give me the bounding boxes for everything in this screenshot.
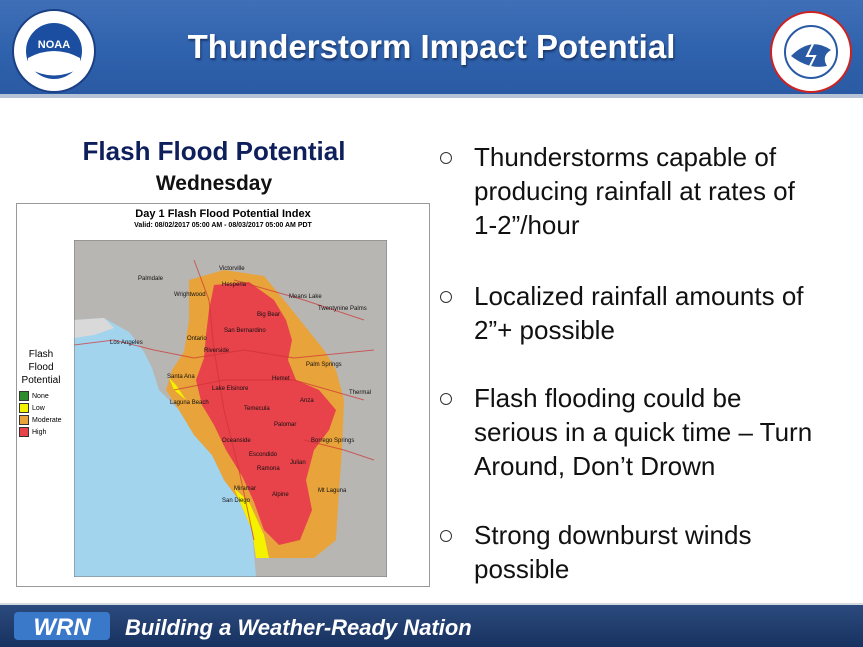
city-label: Hesperia	[222, 282, 247, 288]
legend-swatch	[19, 391, 29, 401]
legend-label: Moderate	[32, 416, 62, 424]
city-label: San Bernardino	[224, 328, 266, 334]
city-label: Palmdale	[138, 276, 164, 282]
bullet-line: producing rainfall at rates of	[474, 176, 795, 206]
city-label: Twentynine Palms	[318, 306, 367, 312]
legend-label: Low	[32, 404, 45, 412]
city-label: Mt Laguna	[318, 488, 347, 494]
legend-label: High	[32, 428, 47, 436]
city-label: Riverside	[204, 348, 230, 354]
noaa-logo-text: NOAA	[38, 39, 70, 51]
city-label: Julian	[290, 460, 306, 466]
map-valid-time: Valid: 08/02/2017 05:00 AM - 08/03/2017 …	[134, 222, 312, 229]
slide-title: Thunderstorm Impact Potential	[187, 28, 676, 65]
city-label: Ontario	[187, 336, 207, 342]
slide-footer: WRN Building a Weather-Ready Nation	[0, 603, 863, 647]
legend-title-line: Flood	[28, 362, 54, 373]
bullet-circle-icon	[440, 393, 452, 405]
city-label: Lake Elsinore	[212, 386, 249, 392]
bullet-line: 2”+ possible	[474, 315, 615, 345]
city-label: Palomar	[274, 422, 296, 428]
city-label: Palm Springs	[306, 362, 342, 368]
slide-header: NOAA Thunderstorm Impact Potential	[0, 0, 863, 98]
bullet-line: Localized rainfall amounts of	[474, 281, 804, 311]
map-legend: Flash Flood Potential None Low Moderate …	[19, 348, 63, 438]
legend-item: Moderate	[19, 414, 63, 426]
city-label: Borrego Springs	[311, 438, 354, 444]
bullet-line: Thunderstorms capable of	[474, 142, 777, 172]
bullet-line: 1-2”/hour	[474, 210, 580, 240]
city-label: Los Angeles	[110, 340, 143, 346]
map-image: Palmdale Victorville Hesperia Wrightwood…	[74, 240, 387, 577]
city-label: Wrightwood	[174, 292, 206, 298]
city-label: Laguna Beach	[170, 400, 209, 406]
wrn-logo: WRN	[14, 610, 110, 647]
high-area	[196, 282, 336, 545]
bullet-circle-icon	[440, 152, 452, 164]
map-title: Day 1 Flash Flood Potential Index	[135, 208, 311, 220]
noaa-logo: NOAA	[11, 8, 97, 99]
bullet-circle-icon	[440, 530, 452, 542]
city-label: Hemet	[272, 376, 290, 382]
legend-item: None	[19, 390, 63, 402]
ocean	[74, 318, 256, 577]
city-label: Big Bear	[257, 312, 280, 318]
map-heading: Flash Flood Potential	[82, 136, 346, 166]
nws-logo	[769, 10, 853, 99]
legend-label: None	[32, 392, 49, 400]
bullet-line: Strong downburst winds	[474, 520, 752, 550]
city-label: Victorville	[219, 266, 245, 272]
bullet-text: Localized rainfall amounts of 2”+ possib…	[474, 279, 859, 347]
city-label: Means Lake	[289, 294, 322, 300]
wrn-logo-text: WRN	[33, 614, 91, 641]
city-label: San Diego	[222, 498, 251, 504]
legend-swatch	[19, 427, 29, 437]
low-area	[234, 488, 269, 558]
city-label: Oceanside	[222, 438, 251, 444]
city-label: Ramona	[257, 466, 280, 472]
legend-item: Low	[19, 402, 63, 414]
bullet-line: Flash flooding could be	[474, 383, 742, 413]
legend-item: High	[19, 426, 63, 438]
flash-flood-map: Day 1 Flash Flood Potential Index Valid:…	[16, 203, 430, 587]
map-day: Wednesday	[155, 172, 273, 195]
bullet-line: Around, Don’t Drown	[474, 451, 716, 481]
legend-title-line: Flash	[28, 349, 54, 360]
bullet-text: Strong downburst winds possible	[474, 518, 859, 586]
city-label: Escondido	[249, 452, 278, 458]
city-label: Santa Ana	[167, 374, 195, 380]
legend-swatch	[19, 415, 29, 425]
city-label: Anza	[300, 398, 314, 404]
legend-title-line: Potential	[21, 375, 61, 386]
city-label: Temecula	[244, 406, 270, 412]
legend-swatch	[19, 403, 29, 413]
city-label: Alpine	[272, 492, 289, 498]
city-label: Thermal	[349, 390, 371, 396]
bullet-line: possible	[474, 554, 570, 584]
bullet-text: Flash flooding could be serious in a qui…	[474, 381, 859, 483]
bullet-circle-icon	[440, 291, 452, 303]
bullet-text: Thunderstorms capable of producing rainf…	[474, 140, 859, 242]
bullet-line: serious in a quick time – Turn	[474, 417, 813, 447]
footer-tagline: Building a Weather-Ready Nation	[125, 615, 472, 640]
legend-title: Flash Flood Potential	[19, 348, 63, 387]
city-label: Miramar	[234, 486, 256, 492]
